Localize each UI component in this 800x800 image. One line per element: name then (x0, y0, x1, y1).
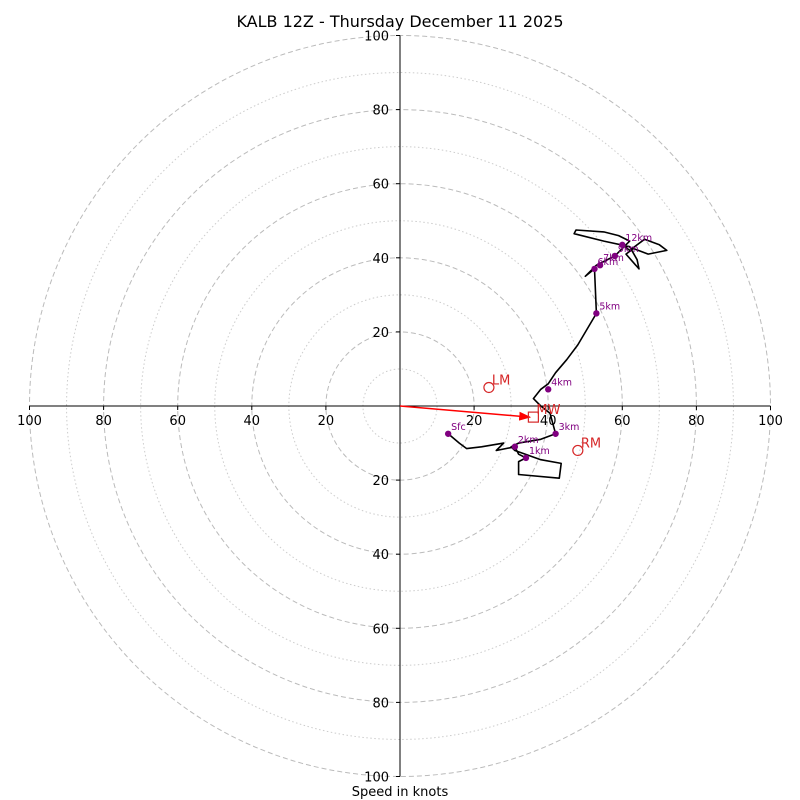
level-label-2km: 2km (518, 435, 539, 446)
tick-labels: 100 80 60 40 20 20 40 60 80 100 100 80 60 40 20 20 40 60 8… (17, 30, 783, 786)
level-point-sfc (444, 430, 452, 437)
level-label-12km: 12km (625, 233, 652, 244)
level-point-12km (619, 241, 626, 249)
level-point-7km (596, 262, 604, 269)
y-tick-label: 100 (364, 30, 389, 45)
wind-trace (447, 229, 668, 480)
x-tick-label: 60 (614, 414, 631, 429)
x-tick-label: 80 (95, 414, 112, 429)
chart-title: KALB 12Z - Thursday December 11 2025 (236, 12, 563, 31)
level-label-1km: 1km (529, 446, 550, 457)
level-label-9km: 9km (618, 244, 639, 255)
level-point-2km (511, 443, 519, 450)
x-tick-label: 20 (318, 414, 335, 429)
storm-markers: LM RM MW (483, 373, 601, 457)
y-tick-label: 80 (372, 696, 389, 711)
level-label-5km: 5km (599, 301, 620, 312)
x-tick-label: 100 (758, 414, 783, 429)
storm-marker-lm (483, 381, 495, 394)
x-tick-label: 60 (169, 414, 186, 429)
level-point-1km (522, 454, 530, 462)
x-tick-label: 40 (540, 414, 557, 429)
storm-label-lm: LM (492, 373, 510, 388)
y-tick-label: 20 (372, 326, 389, 341)
trace-line (447, 229, 668, 480)
y-tick-label: 100 (364, 771, 389, 786)
level-label-6km: 6km (598, 257, 619, 268)
y-tick-label: 40 (372, 252, 389, 267)
level-point-6km (591, 265, 598, 273)
x-tick-label: 80 (688, 414, 705, 429)
x-axis-label: Speed in knots (352, 785, 449, 800)
storm-label-mw: MW (536, 403, 560, 418)
level-label-sfc: Sfc (451, 422, 466, 433)
y-tick-label: 40 (372, 548, 389, 563)
y-tick-label: 20 (372, 474, 389, 489)
x-tick-label: 20 (466, 414, 483, 429)
y-tick-label: 80 (372, 104, 389, 119)
x-tick-label: 40 (244, 414, 261, 429)
height-levels: Sfc1km2km3km4km5km6km7km9km12km (444, 233, 652, 462)
storm-marker-rm (572, 444, 584, 457)
storm-marker-mw (527, 411, 539, 423)
level-label-4km: 4km (551, 377, 572, 388)
level-label-3km: 3km (559, 422, 580, 433)
y-tick-label: 60 (372, 622, 389, 637)
storm-label-rm: RM (581, 436, 601, 451)
storm-motion-vector (399, 405, 532, 421)
level-point-5km (593, 310, 600, 317)
level-point-3km (552, 430, 559, 437)
x-tick-label: 100 (17, 414, 42, 429)
level-point-4km (545, 386, 552, 393)
vector-line (399, 405, 532, 421)
level-point-9km (611, 252, 619, 260)
y-tick-label: 60 (372, 178, 389, 193)
